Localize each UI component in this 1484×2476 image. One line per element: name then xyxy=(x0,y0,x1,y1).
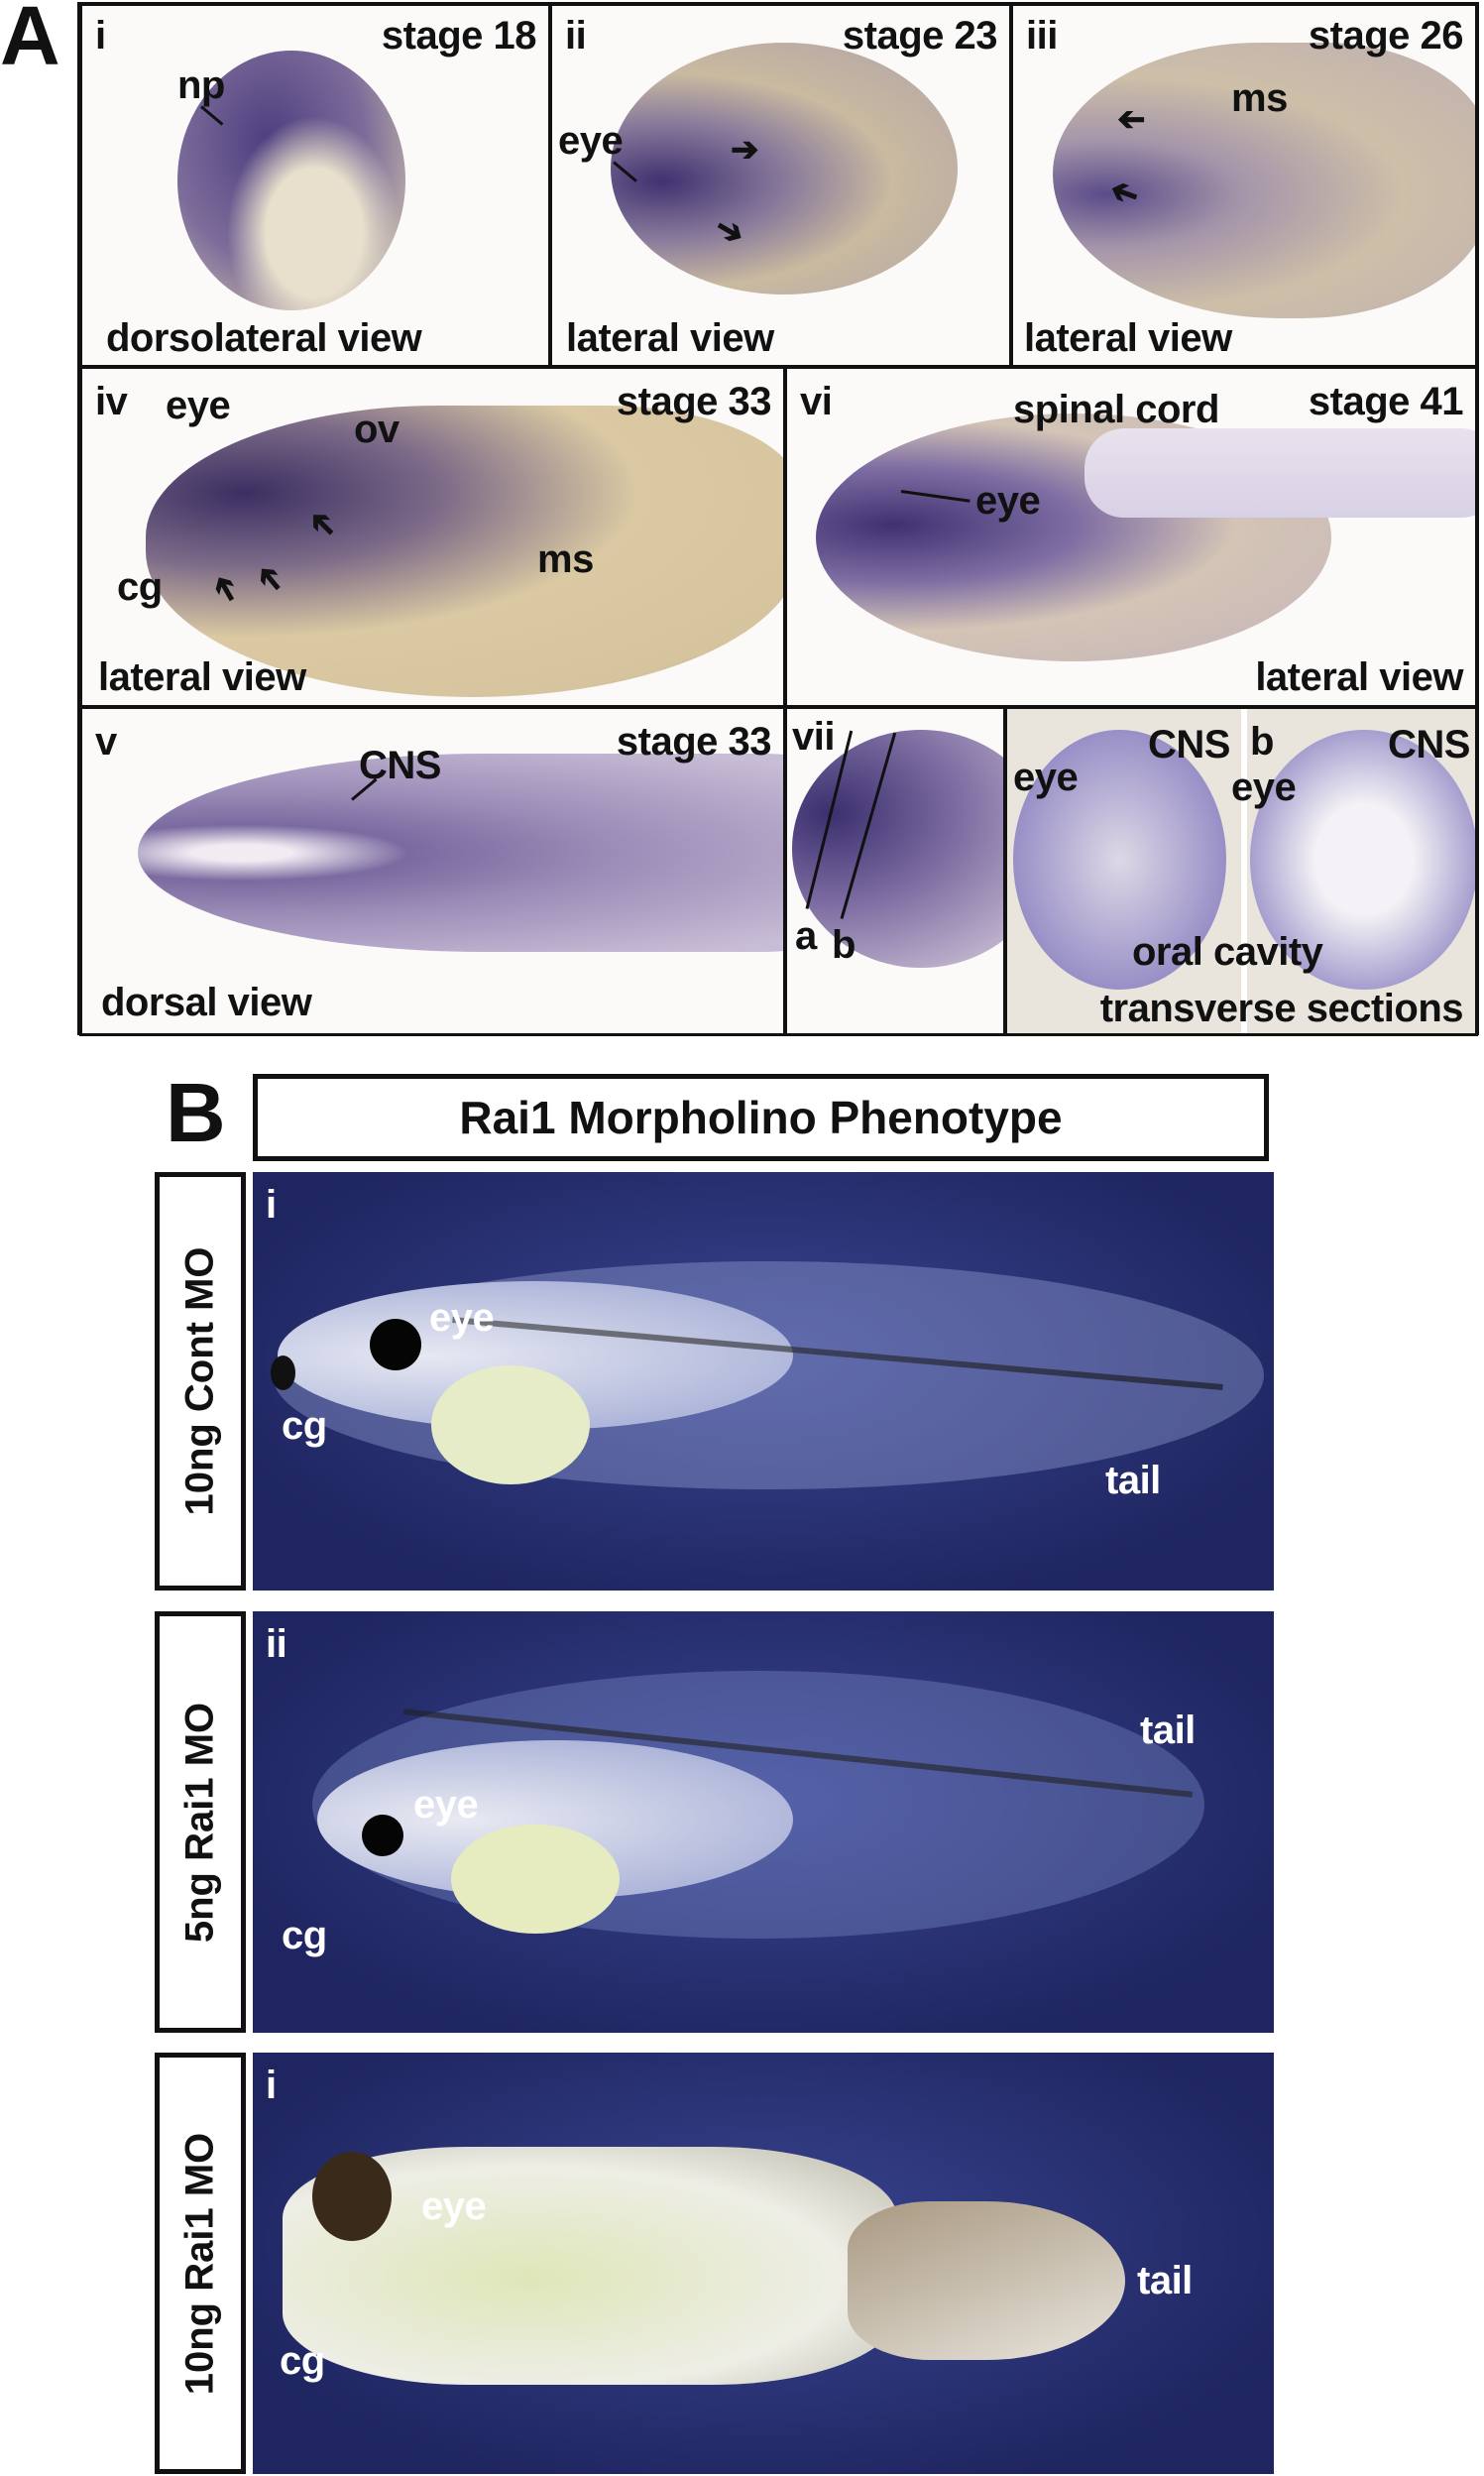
label-np: np xyxy=(177,63,225,107)
panel-b-title-box: Rai1 Morpholino Phenotype xyxy=(253,1074,1269,1161)
panel-number: ii xyxy=(266,1622,287,1666)
arrow-icon: ➔ xyxy=(731,131,759,169)
label-spinal-cord: spinal cord xyxy=(1013,388,1219,431)
panel-a-iii: iii stage 26 ms ➔ ➔ lateral view xyxy=(1010,3,1478,368)
label-tail: tail xyxy=(1140,1709,1196,1752)
label-cg: cg xyxy=(117,565,163,609)
tadpole-gut xyxy=(451,1825,620,1934)
embryo-image xyxy=(177,51,405,310)
eye-dot xyxy=(312,2152,392,2241)
view-label: dorsal view xyxy=(101,981,312,1024)
label-ms: ms xyxy=(537,537,594,581)
panel-a-letter: A xyxy=(0,0,60,82)
panel-number: iv xyxy=(95,380,128,423)
embryo-image xyxy=(611,43,958,295)
embryo-image xyxy=(792,730,1003,968)
stage-label: stage 41 xyxy=(1308,380,1464,423)
panel-a-ii: ii stage 23 eye ➔ ➔ lateral view xyxy=(549,3,1012,368)
stage-label: stage 26 xyxy=(1308,14,1464,58)
tadpole-image-5ng: ii eye cg tail xyxy=(253,1611,1274,2033)
tail-image xyxy=(1084,428,1475,518)
label-cns: CNS xyxy=(1148,723,1230,766)
panel-a-vi: vi spinal cord stage 41 eye lateral view xyxy=(784,366,1478,708)
view-label: lateral view xyxy=(566,316,774,360)
panel-b-letter: B xyxy=(166,1066,226,1159)
stage-label: stage 33 xyxy=(616,720,772,764)
panel-number: iii xyxy=(1026,14,1058,58)
embryo-image xyxy=(146,406,783,697)
panel-a-i: i stage 18 np dorsolateral view xyxy=(79,3,551,368)
label-cg: cg xyxy=(282,1404,327,1448)
label-cns: CNS xyxy=(359,744,441,787)
section-a-image xyxy=(1013,730,1226,990)
label-eye: eye xyxy=(429,1296,495,1340)
section-b-image xyxy=(1250,730,1475,990)
label-oral-cavity: oral cavity xyxy=(1132,930,1323,974)
label-cg: cg xyxy=(280,2339,325,2383)
eye-dot xyxy=(362,1815,403,1856)
panel-a-vii: vii a b xyxy=(784,706,1006,1036)
condition-box: 10ng Rai1 MO xyxy=(155,2053,246,2474)
tadpole-tail xyxy=(848,2201,1125,2360)
panel-number: i xyxy=(95,14,106,58)
embryo-image xyxy=(1053,43,1475,318)
label-eye: eye xyxy=(1013,756,1079,799)
label-eye: eye xyxy=(413,1783,479,1827)
label-cg: cg xyxy=(282,1914,327,1957)
cement-gland xyxy=(271,1356,295,1390)
condition-box: 10ng Cont MO xyxy=(155,1172,246,1591)
eye-dot xyxy=(370,1319,421,1370)
arrow-icon: ➔ xyxy=(1117,101,1146,139)
panel-number: i xyxy=(266,2063,277,2107)
label-eye: eye xyxy=(166,384,231,427)
stage-label: stage 18 xyxy=(381,14,537,58)
label-tail: tail xyxy=(1137,2259,1193,2302)
panel-number: vi xyxy=(800,380,833,423)
panel-number: ii xyxy=(565,14,587,58)
condition-label: 10ng Cont MO xyxy=(177,1246,222,1516)
view-label: lateral view xyxy=(1255,655,1463,699)
panel-number: v xyxy=(95,720,117,764)
label-ms: ms xyxy=(1231,76,1288,120)
condition-label: 10ng Rai1 MO xyxy=(177,2132,222,2395)
stage-label: stage 23 xyxy=(842,14,998,58)
label-eye: eye xyxy=(975,479,1041,523)
label-eye: eye xyxy=(421,2184,487,2228)
panel-number: vii xyxy=(792,715,835,759)
embryo-image xyxy=(138,754,783,952)
sections-caption: transverse sections xyxy=(1099,987,1464,1030)
label-eye: eye xyxy=(558,119,624,163)
view-label: dorsolateral view xyxy=(106,316,422,360)
condition-label: 5ng Rai1 MO xyxy=(177,1702,222,1943)
panel-number: i xyxy=(266,1183,277,1227)
tadpole-gut xyxy=(431,1365,590,1484)
label-b: b xyxy=(1250,720,1274,764)
label-cns: CNS xyxy=(1388,723,1470,766)
stage-label: stage 33 xyxy=(616,380,772,423)
panel-a-iv: iv stage 33 eye ov cg ms ➔ ➔ ➔ lateral v… xyxy=(79,366,786,708)
condition-box: 5ng Rai1 MO xyxy=(155,1611,246,2033)
tadpole-image-control: i eye cg tail xyxy=(253,1172,1274,1591)
panel-b-title: Rai1 Morpholino Phenotype xyxy=(459,1092,1063,1143)
label-a: a xyxy=(795,914,817,958)
label-eye: eye xyxy=(1231,766,1297,809)
label-b: b xyxy=(832,923,856,967)
label-ov: ov xyxy=(354,408,400,451)
tadpole-image-10ng: i eye cg tail xyxy=(253,2053,1274,2474)
panel-a-sections: eye CNS b CNS eye oral cavity transverse… xyxy=(1004,706,1478,1036)
panel-a-v: v CNS stage 33 dorsal view xyxy=(79,706,786,1036)
label-tail: tail xyxy=(1105,1459,1161,1502)
view-label: lateral view xyxy=(98,655,306,699)
divider xyxy=(1241,709,1247,1033)
view-label: lateral view xyxy=(1024,316,1232,360)
